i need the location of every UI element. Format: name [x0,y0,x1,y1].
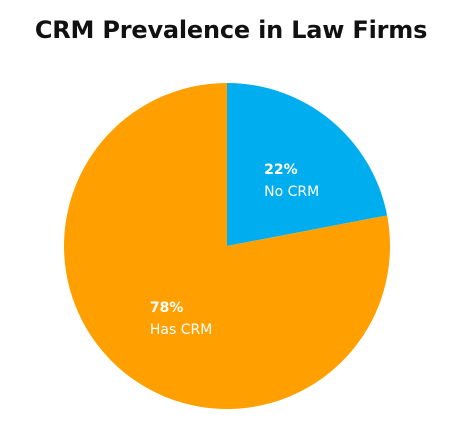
slice-category-label: No CRM [264,184,319,200]
pie-slice-has-crm [63,83,390,409]
slice-labels: 22% No CRM 78% Has CRM [150,162,319,338]
chart-title: CRM Prevalence in Law Firms [34,16,428,44]
slice-value-label: 78% [150,300,184,316]
slice-category-label: Has CRM [150,322,212,338]
pie-slice-no-crm [227,83,388,246]
pie-slices [63,83,390,409]
slice-value-label: 22% [264,162,298,178]
